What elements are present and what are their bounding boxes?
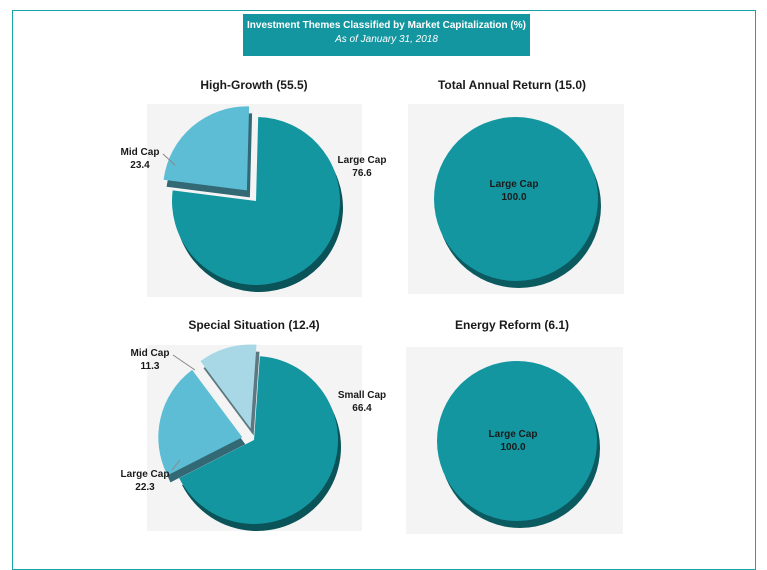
pie-label-large-cap-name: Large Cap [121,469,170,480]
pie-label-mid-cap-name: Mid Cap [131,348,170,359]
pie-label-large-cap-value: 22.3 [135,482,155,493]
pie-label-large-cap-name: Large Cap [338,155,387,166]
pie-slice-large-cap [437,361,597,521]
pie-label-large-cap-value: 100.0 [501,192,526,203]
pie-label-mid-cap-leader [162,153,176,166]
pie-slice-large-cap [434,117,598,281]
chart-title-high-growth: High-Growth (55.5) [200,78,308,92]
chart-subtitle: As of January 31, 2018 [335,34,438,45]
pie-label-small-cap-value: 66.4 [352,403,372,414]
pie-label-large-cap-value: 100.0 [500,442,525,453]
pie-slice-mid-cap [163,106,250,191]
chart-title: Investment Themes Classified by Market C… [247,20,526,31]
pie-slice-small-cap [179,356,338,524]
pie-label-large-cap-name: Large Cap [489,429,538,440]
pie-label-mid-cap-name: Mid Cap [121,147,160,158]
chart-title-total-annual-return: Total Annual Return (15.0) [437,78,586,92]
chart-title-energy-reform: Energy Reform (6.1) [454,318,570,332]
pie-slice-mid-cap [200,344,257,429]
pie-slice-large-cap [171,117,341,285]
pie-chart-energy-reform: Large Cap 100.0 [437,361,600,528]
pie-label-large-cap-value: 76.6 [352,168,372,179]
pie-chart-high-growth: Large Cap 76.6 Mid Cap 23.4 [121,106,387,293]
pie-label-large-cap-name: Large Cap [490,179,539,190]
pie-label-mid-cap-value: 11.3 [141,361,160,372]
pie-chart-special-situation: Small Cap 66.4 Large Cap 22.3 Mid Cap 11.3 [121,344,386,531]
header-banner: Investment Themes Classified by Market C… [243,14,530,56]
pie-label-mid-cap-leader [172,354,196,371]
pie-label-small-cap-name: Small Cap [338,390,386,401]
pie-label-mid-cap-value: 23.4 [130,160,150,171]
pie-label-large-cap-leader [171,459,181,471]
pie-chart-total-annual-return: Large Cap 100.0 [434,117,601,288]
chart-title-special-situation: Special Situation (12.4) [188,318,320,332]
pie-slice-large-cap [158,369,243,476]
